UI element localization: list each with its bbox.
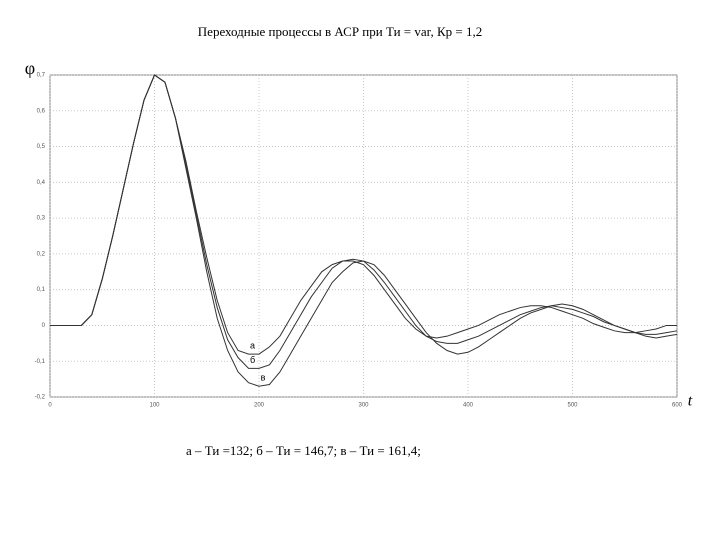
y-tick-label: -0,2 xyxy=(35,395,46,401)
y-tick-label: 0 xyxy=(42,323,46,329)
line-series xyxy=(50,74,678,387)
y-tick-label: 0,1 xyxy=(37,287,46,293)
x-axis-label: t xyxy=(688,393,693,410)
y-tick-label: 0,4 xyxy=(37,180,46,186)
y-tick-label: 0,2 xyxy=(37,251,46,257)
series-label: б xyxy=(250,355,255,365)
y-tick-label: 0,7 xyxy=(37,73,46,79)
series-label: а xyxy=(250,340,255,350)
x-tick-label: 500 xyxy=(567,403,578,409)
x-tick-label: 100 xyxy=(149,403,160,409)
x-tick-label: 200 xyxy=(254,403,265,409)
x-tick-label: 300 xyxy=(358,403,369,409)
y-tick-label: 0,3 xyxy=(37,216,46,222)
x-tick-label: 400 xyxy=(463,403,474,409)
y-tick-label: 0,5 xyxy=(37,144,46,150)
series-label: в xyxy=(261,373,266,383)
y-tick-label: -0,1 xyxy=(35,359,46,365)
chart-title: Переходные процессы в АСР при Ти = var, … xyxy=(198,24,482,39)
y-tick-label: 0,6 xyxy=(37,108,46,114)
x-tick-label: 0 xyxy=(48,403,52,409)
y-axis-label: φ xyxy=(25,58,35,78)
x-tick-label: 600 xyxy=(672,403,683,409)
caption: а – Ти =132; б – Ти = 146,7; в – Ти = 16… xyxy=(186,443,421,458)
